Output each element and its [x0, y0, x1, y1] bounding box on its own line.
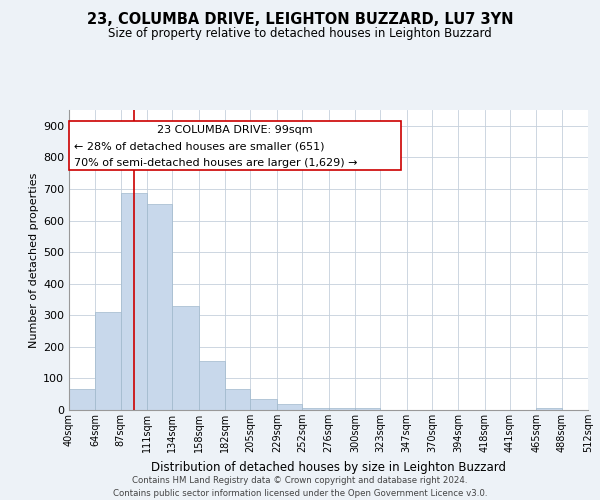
Text: 23 COLUMBA DRIVE: 99sqm: 23 COLUMBA DRIVE: 99sqm [157, 125, 313, 135]
Text: 70% of semi-detached houses are larger (1,629) →: 70% of semi-detached houses are larger (… [74, 158, 358, 168]
Bar [536, 408, 562, 410]
FancyBboxPatch shape [69, 120, 401, 170]
Y-axis label: Number of detached properties: Number of detached properties [29, 172, 39, 348]
Bar [172, 306, 199, 410]
Bar [69, 390, 95, 410]
Bar [95, 312, 121, 410]
Text: 23, COLUMBA DRIVE, LEIGHTON BUZZARD, LU7 3YN: 23, COLUMBA DRIVE, LEIGHTON BUZZARD, LU7… [87, 12, 513, 28]
X-axis label: Distribution of detached houses by size in Leighton Buzzard: Distribution of detached houses by size … [151, 460, 506, 473]
Bar [199, 361, 225, 410]
Bar [277, 404, 302, 410]
Bar [250, 399, 277, 410]
Text: Contains HM Land Registry data © Crown copyright and database right 2024.
Contai: Contains HM Land Registry data © Crown c… [113, 476, 487, 498]
Bar [329, 408, 355, 410]
Bar [121, 193, 147, 410]
Bar [225, 390, 250, 410]
Bar [355, 408, 380, 410]
Bar [147, 204, 172, 410]
Text: Size of property relative to detached houses in Leighton Buzzard: Size of property relative to detached ho… [108, 28, 492, 40]
Bar [302, 408, 329, 410]
Text: ← 28% of detached houses are smaller (651): ← 28% of detached houses are smaller (65… [74, 142, 325, 152]
